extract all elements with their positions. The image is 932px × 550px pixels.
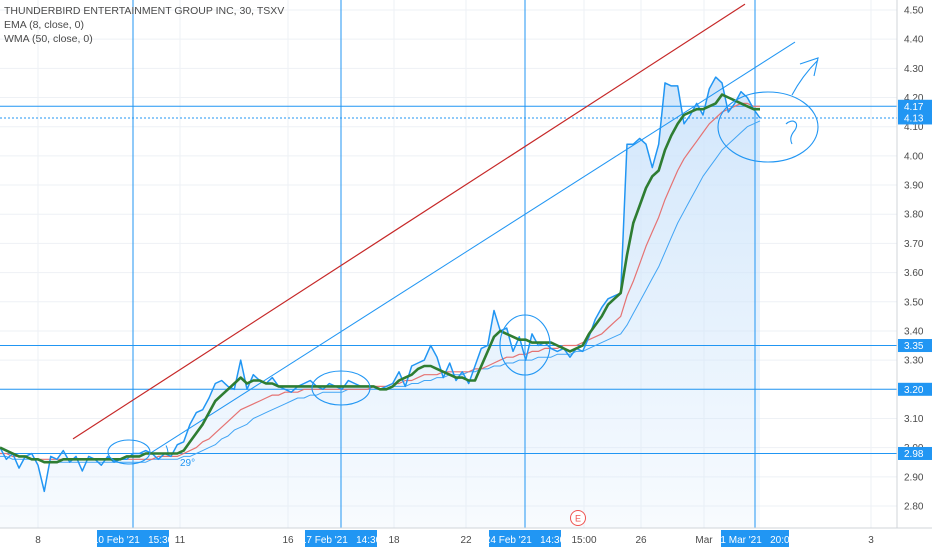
badge-bg [898, 382, 932, 396]
circle-highlight[interactable] [311, 370, 371, 406]
badge-label: 3.35 [904, 341, 924, 352]
badge-bg [898, 99, 932, 113]
circle-highlight[interactable] [717, 91, 819, 163]
price-tick-label: 4.40 [904, 35, 924, 46]
time-highlight-badge: 24 Feb '21 14:30 [485, 530, 566, 547]
time-tick-label: Mar [695, 535, 713, 546]
price-level-badge: 3.20 [898, 382, 932, 396]
badge-label: 4.13 [904, 113, 924, 124]
badge-label: 17 Feb '21 14:30 [301, 535, 382, 546]
time-tick-label: 22 [460, 535, 472, 546]
badge-bg [898, 111, 932, 125]
series-lines [0, 76, 761, 493]
price-tick-label: 4.20 [904, 93, 924, 104]
price-area [0, 77, 760, 528]
price-area-fill [0, 77, 760, 528]
time-highlight-badge: 01 Mar '21 20:00 [715, 530, 796, 547]
price-level-badge: 4.13 [898, 111, 932, 125]
price-axis[interactable]: 4.50 4.40 4.30 4.20 4.10 4.00 3.90 3.80 3.70 3.60… [896, 0, 932, 550]
time-tick-label: 16 [282, 535, 294, 546]
badge-label: 24 Feb '21 14:30 [485, 535, 566, 546]
earnings-circle [570, 510, 586, 526]
price-tick-label: 4.50 [904, 6, 924, 17]
time-axis[interactable]: 8 11 16 18 22 15:00 26 Mar 3 10 Feb '21 15:30 17 F… [0, 527, 932, 550]
question-scribble [785, 120, 798, 145]
price-tick-label: 3.30 [904, 356, 924, 367]
badge-bg [97, 530, 169, 547]
badge-label: 10 Feb '21 15:30 [93, 535, 174, 546]
time-tick-label: 8 [35, 535, 41, 546]
price-tick-label: 4.10 [904, 122, 924, 133]
legend-ema: EMA (8, close, 0) [4, 19, 84, 31]
ema-line [0, 93, 760, 464]
freehand-drawings[interactable]: E [107, 57, 819, 526]
angle-label: 29° [180, 458, 195, 469]
circle-highlight[interactable] [107, 439, 151, 465]
blue-channel-line[interactable] [149, 41, 796, 454]
badge-bg [898, 446, 932, 460]
badge-bg [305, 530, 377, 547]
price-tick-label: 2.80 [904, 502, 924, 513]
badge-label: 01 Mar '21 20:00 [715, 535, 796, 546]
price-tick-label: 3.70 [904, 239, 924, 250]
badge-label: 2.98 [904, 449, 924, 460]
time-tick-label: 11 [175, 535, 186, 546]
legend: THUNDERBIRD ENTERTAINMENT GROUP INC, 30,… [4, 4, 284, 46]
badge-bg [721, 530, 789, 547]
arrow-scribble [791, 57, 819, 96]
earnings-marker: E [570, 510, 586, 526]
price-level-badge: 2.98 [898, 446, 932, 460]
price-tick-label: 3.40 [904, 326, 924, 337]
time-tick-label: 15:00 [571, 535, 596, 546]
time-tick-label: 18 [388, 535, 400, 546]
price-level-badge: 4.17 [898, 99, 932, 113]
price-tick-label: 3.80 [904, 210, 924, 221]
badge-label: 3.20 [904, 385, 924, 396]
price-tick-label: 3.50 [904, 297, 924, 308]
badge-bg [898, 339, 932, 353]
badge-label: 4.17 [904, 102, 924, 113]
price-tick-label: 4.00 [904, 151, 924, 162]
price-tick-label: 4.30 [904, 64, 924, 75]
time-tick-label: 26 [635, 535, 647, 546]
circle-highlight[interactable] [499, 314, 551, 376]
time-tick-label: 3 [868, 535, 874, 546]
price-level-badge: 3.35 [898, 339, 932, 353]
time-highlight-badge: 17 Feb '21 14:30 [301, 530, 382, 547]
red-trendline[interactable] [72, 3, 746, 440]
time-axis-bg [0, 528, 932, 550]
legend-title: THUNDERBIRD ENTERTAINMENT GROUP INC, 30,… [4, 5, 285, 17]
price-tick-label: 3.60 [904, 268, 924, 279]
legend-wma: WMA (50, close, 0) [4, 33, 93, 45]
badge-bg [489, 530, 561, 547]
price-tick-label: 3.10 [904, 414, 924, 425]
price-tick-label: 3.90 [904, 181, 924, 192]
time-highlight-badge: 10 Feb '21 15:30 [93, 530, 174, 547]
price-tick-label: 2.90 [904, 472, 924, 483]
earnings-label: E [575, 514, 581, 524]
